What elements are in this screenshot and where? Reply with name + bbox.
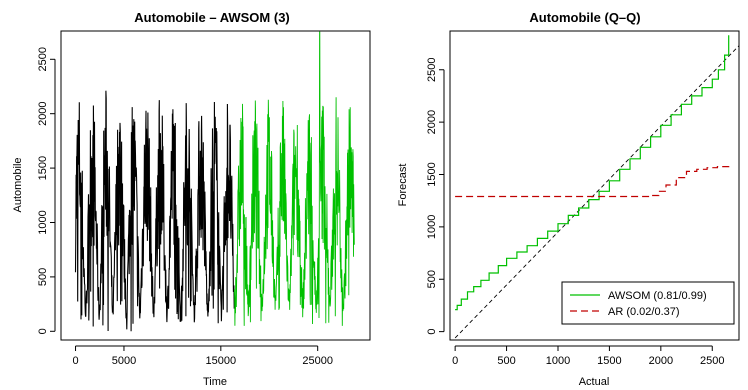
left-x-tick-label: 25000 [302, 355, 333, 367]
reference-line [454, 45, 740, 339]
legend-box [561, 281, 735, 325]
left-y-tick-label: 1000 [37, 210, 49, 234]
qq-chart: Automobile (Q–Q) 0 500 1000 1500 2000 2500 0 50… [397, 10, 740, 388]
right-plot-frame [449, 30, 740, 341]
legend-label-awsom: AWSOM (0.81/0.99) [608, 290, 707, 302]
left-y-tick-label: 2000 [37, 101, 49, 125]
right-y-tick-label: 2500 [426, 58, 438, 82]
left-y-tick-label: 1500 [37, 156, 49, 180]
left-x-tick-label: 5000 [112, 355, 136, 367]
right-x-tick-label: 0 [452, 355, 458, 367]
series-forecast [233, 31, 355, 326]
right-y-tick-label: 0 [426, 329, 438, 335]
right-x-axis-label: Actual [579, 376, 610, 388]
left-y-tick-label: 500 [37, 268, 49, 286]
series-ar [455, 166, 730, 198]
left-x-axis-label: Time [203, 376, 227, 388]
right-y-tick-label: 2000 [426, 110, 438, 134]
right-chart-title: Automobile (Q–Q) [529, 10, 640, 25]
right-axes: 0 500 1000 1500 2000 2500 0 500 1000 1500 2000 2500 [426, 58, 725, 367]
right-x-tick-label: 2000 [649, 355, 673, 367]
series-awsom [455, 35, 730, 311]
series-observed [74, 90, 235, 332]
right-series-group [454, 35, 740, 339]
legend-label-ar: AR (0.02/0.37) [608, 306, 680, 318]
left-plot-frame [60, 30, 371, 341]
left-y-tick-label: 0 [37, 328, 49, 334]
left-y-tick-label: 2500 [37, 47, 49, 71]
legend: AWSOM (0.81/0.99) AR (0.02/0.37) [561, 281, 735, 325]
right-y-tick-label: 1000 [426, 215, 438, 239]
right-y-axis-label: Forecast [397, 164, 409, 207]
left-x-tick-label: 0 [72, 355, 78, 367]
right-x-tick-label: 1000 [546, 355, 570, 367]
left-chart-title: Automobile – AWSOM (3) [134, 10, 290, 25]
left-x-tick-label: 15000 [206, 355, 237, 367]
right-x-tick-label: 500 [497, 355, 515, 367]
right-x-tick-label: 2500 [700, 355, 724, 367]
right-y-tick-label: 1500 [426, 162, 438, 186]
right-x-tick-label: 1500 [597, 355, 621, 367]
left-axes: 0 5000 15000 25000 0 500 1000 1500 2000 2500 [37, 47, 333, 367]
left-y-axis-label: Automobile [12, 157, 24, 212]
time-series-chart: Automobile – AWSOM (3) 0 5000 15000 25000 0 5… [12, 10, 371, 388]
right-y-tick-label: 500 [426, 270, 438, 288]
left-series-group [74, 31, 355, 332]
